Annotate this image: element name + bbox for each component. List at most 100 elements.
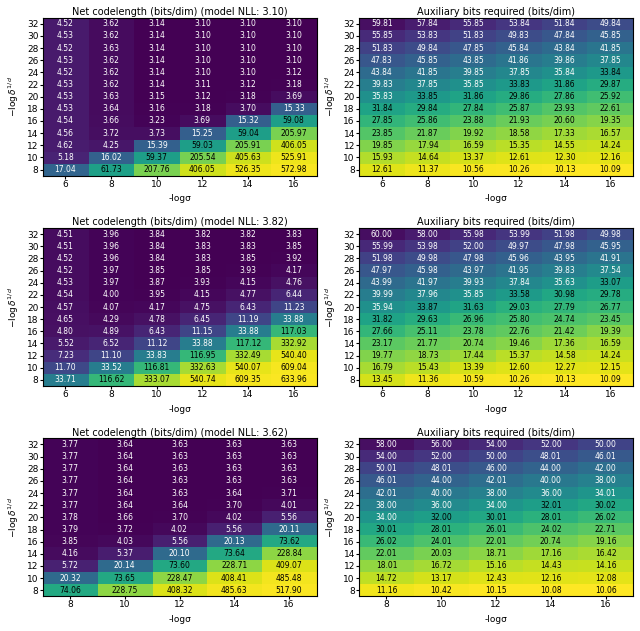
Text: 26.02: 26.02 (595, 513, 616, 522)
Text: 4.62: 4.62 (57, 141, 74, 150)
Text: 12.27: 12.27 (554, 363, 575, 372)
Text: 3.62: 3.62 (102, 32, 120, 40)
Text: 29.86: 29.86 (508, 92, 530, 101)
Text: 25.92: 25.92 (600, 92, 621, 101)
Text: 47.84: 47.84 (554, 32, 575, 40)
Text: 35.94: 35.94 (371, 302, 393, 312)
Text: 34.00: 34.00 (485, 501, 507, 510)
Text: 43.97: 43.97 (462, 266, 484, 275)
Text: 27.84: 27.84 (463, 104, 484, 114)
Y-axis label: $-\log\delta^{1/d}$: $-\log\delta^{1/d}$ (323, 497, 338, 538)
Text: 3.62: 3.62 (102, 20, 120, 28)
Text: 3.69: 3.69 (194, 117, 211, 126)
Text: 33.85: 33.85 (417, 92, 438, 101)
Text: 58.00: 58.00 (417, 230, 438, 239)
Text: 3.64: 3.64 (102, 104, 120, 114)
Text: 7.23: 7.23 (57, 351, 74, 360)
Text: 4.53: 4.53 (57, 278, 74, 287)
Text: 4.65: 4.65 (57, 315, 74, 324)
Text: 3.64: 3.64 (116, 464, 133, 473)
Text: 15.37: 15.37 (508, 351, 530, 360)
Text: 53.83: 53.83 (417, 32, 438, 40)
Text: 540.07: 540.07 (235, 363, 261, 372)
Text: 41.91: 41.91 (600, 254, 621, 263)
Text: 3.14: 3.14 (148, 20, 165, 28)
Text: 59.08: 59.08 (283, 117, 305, 126)
Text: 3.83: 3.83 (285, 230, 302, 239)
Text: 13.45: 13.45 (371, 375, 393, 384)
Title: Auxiliary bits required (bits/dim): Auxiliary bits required (bits/dim) (417, 217, 575, 227)
Text: 5.37: 5.37 (116, 550, 133, 558)
Text: 3.14: 3.14 (148, 44, 165, 52)
Text: 4.53: 4.53 (57, 56, 74, 65)
Text: 4.00: 4.00 (102, 290, 120, 299)
Text: 31.84: 31.84 (371, 104, 393, 114)
Text: 33.83: 33.83 (146, 351, 168, 360)
Text: 29.03: 29.03 (508, 302, 530, 312)
Text: 41.85: 41.85 (600, 44, 621, 52)
Text: 15.43: 15.43 (417, 363, 438, 372)
Text: 30.01: 30.01 (376, 525, 397, 534)
Text: 12.43: 12.43 (485, 574, 507, 582)
Text: 32.01: 32.01 (540, 501, 562, 510)
Text: 38.00: 38.00 (376, 501, 397, 510)
Text: 3.70: 3.70 (171, 513, 188, 522)
Text: 12.61: 12.61 (371, 165, 393, 174)
Text: 14.43: 14.43 (540, 562, 562, 570)
Text: 23.17: 23.17 (371, 339, 393, 348)
Text: 37.85: 37.85 (417, 80, 438, 89)
Text: 22.61: 22.61 (600, 104, 621, 114)
Text: 29.87: 29.87 (600, 80, 621, 89)
Text: 3.10: 3.10 (285, 20, 302, 28)
Text: 14.24: 14.24 (600, 351, 621, 360)
Text: 19.16: 19.16 (595, 537, 616, 546)
Text: 205.54: 205.54 (189, 153, 216, 162)
Text: 37.85: 37.85 (508, 68, 530, 77)
Text: 47.98: 47.98 (554, 242, 575, 251)
Text: 517.90: 517.90 (276, 586, 303, 595)
Text: 51.98: 51.98 (554, 230, 575, 239)
Text: 11.23: 11.23 (283, 302, 305, 312)
Text: 3.85: 3.85 (194, 266, 211, 275)
Text: 59.37: 59.37 (146, 153, 168, 162)
Text: 61.73: 61.73 (100, 165, 122, 174)
Text: 228.75: 228.75 (111, 586, 138, 595)
Text: 3.62: 3.62 (102, 68, 120, 77)
Text: 55.98: 55.98 (462, 230, 484, 239)
Text: 10.59: 10.59 (462, 375, 484, 384)
Text: 609.35: 609.35 (235, 375, 261, 384)
Text: 15.93: 15.93 (371, 153, 393, 162)
Text: 53.84: 53.84 (508, 20, 530, 28)
Text: 44.00: 44.00 (430, 476, 452, 485)
Text: 19.92: 19.92 (463, 129, 484, 138)
Text: 5.56: 5.56 (280, 513, 298, 522)
Text: 6.43: 6.43 (148, 327, 165, 336)
Text: 56.00: 56.00 (430, 440, 452, 449)
Text: 3.64: 3.64 (116, 501, 133, 510)
Text: 55.85: 55.85 (371, 32, 393, 40)
Text: 609.04: 609.04 (280, 363, 307, 372)
Text: 4.54: 4.54 (57, 290, 74, 299)
Text: 54.00: 54.00 (485, 440, 507, 449)
Text: 12.30: 12.30 (554, 153, 575, 162)
Text: 37.54: 37.54 (599, 266, 621, 275)
Text: 31.63: 31.63 (462, 302, 484, 312)
Text: 50.00: 50.00 (485, 452, 507, 461)
Text: 49.84: 49.84 (599, 20, 621, 28)
Text: 4.15: 4.15 (194, 290, 211, 299)
Text: 228.47: 228.47 (166, 574, 193, 582)
Text: 73.64: 73.64 (223, 550, 245, 558)
Text: 3.63: 3.63 (226, 464, 243, 473)
Text: 33.71: 33.71 (54, 375, 76, 384)
Text: 26.96: 26.96 (462, 315, 484, 324)
Text: 12.16: 12.16 (600, 153, 621, 162)
Text: 3.73: 3.73 (148, 129, 165, 138)
Text: 20.32: 20.32 (59, 574, 81, 582)
Text: 4.53: 4.53 (57, 32, 74, 40)
Text: 51.98: 51.98 (371, 254, 393, 263)
Text: 14.55: 14.55 (554, 141, 575, 150)
Text: 3.82: 3.82 (194, 230, 211, 239)
Text: 30.98: 30.98 (554, 290, 575, 299)
Text: 207.76: 207.76 (143, 165, 170, 174)
Text: 526.35: 526.35 (235, 165, 261, 174)
